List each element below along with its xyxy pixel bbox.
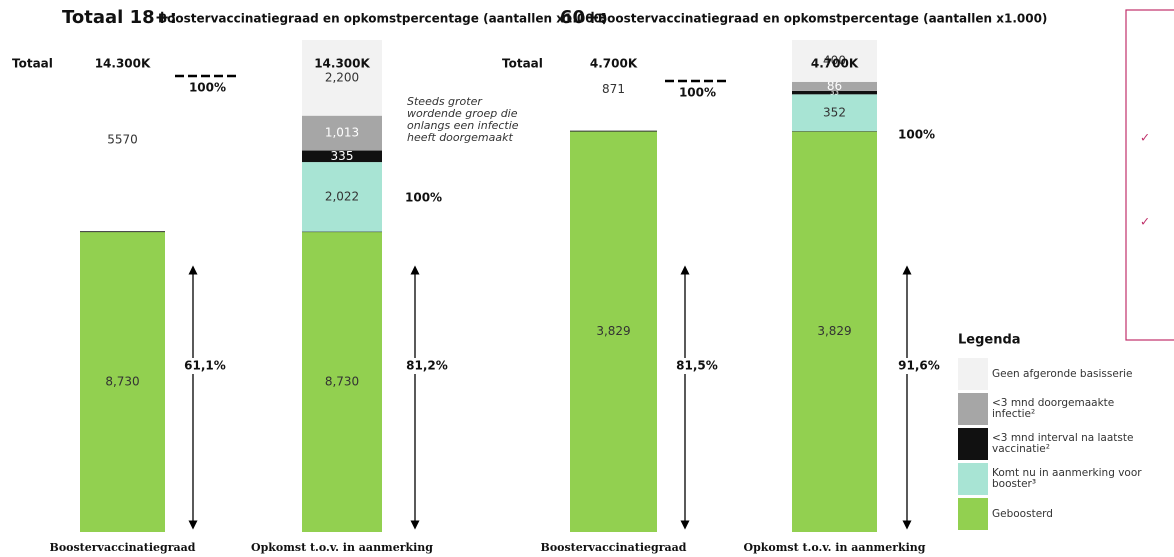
segment-label: 86 (827, 79, 842, 93)
bar-total: 4.700K (811, 57, 859, 71)
category-label: Boostervaccinatiegraad (50, 541, 196, 554)
legend-swatch (958, 428, 988, 460)
segment-label: 352 (823, 105, 846, 119)
bar-segment (792, 81, 877, 91)
legend-label: Geen afgeronde basisserie (992, 367, 1133, 380)
arrow-label-bg (671, 358, 723, 374)
legend-label: Komt nu in aanmerking voor booster³ (992, 467, 1142, 490)
legend-swatch (958, 463, 988, 495)
bar-segment (792, 40, 877, 82)
segment-label: 2,200 (325, 70, 359, 84)
legend-entry: Geen afgeronde basisserie (992, 367, 1133, 380)
legend-entry: <3 mnd doorgemaakte infectie² (992, 397, 1115, 420)
bar-segment (80, 231, 165, 532)
chart-title: 60+: (560, 7, 607, 28)
category-label: Boostervaccinatiegraad (541, 541, 687, 554)
bar-segment (570, 131, 657, 533)
legend-title: Legenda (958, 333, 1021, 348)
legend-label: <3 mnd interval na laatste vaccinatie² (992, 432, 1134, 455)
bar-reference-label: 100% (405, 191, 442, 205)
chart-title: Totaal 18+: (62, 7, 177, 28)
legend-label: Geboosterd (992, 507, 1053, 520)
chart-subtitle: Boostervaccinatiegraad en opkomstpercent… (598, 12, 1047, 26)
segment-label: 2,022 (325, 189, 359, 203)
legend-entry: <3 mnd interval na laatste vaccinatie² (992, 432, 1134, 455)
bar-segment (302, 162, 382, 232)
bar-segment (302, 40, 382, 116)
bar-segment (792, 131, 877, 533)
arrow-label-bg (179, 358, 231, 374)
bar-total: 14.300K (314, 57, 370, 71)
check-mark: ✓ (1140, 131, 1150, 145)
remainder-label: 5570 (107, 132, 138, 146)
segment-label: 400 (823, 53, 846, 67)
arrow-label-bg (401, 358, 453, 374)
arrow-label: 81,2% (406, 359, 448, 373)
chart-subtitle: Boostervaccinatiegraad en opkomstpercent… (158, 12, 607, 26)
segment-label: 8,730 (325, 374, 359, 388)
bar-segment (792, 90, 877, 95)
bar-reference-label: 100% (898, 128, 935, 142)
total-label: Totaal (12, 57, 53, 71)
annotation: wordende groep die (407, 107, 518, 120)
legend-swatch (958, 498, 988, 530)
segment-label: 3,829 (817, 324, 851, 338)
reference-label: 100% (189, 81, 226, 95)
bar-segment (302, 231, 382, 532)
bar-total: 4.700K (590, 57, 638, 71)
side-panel (1125, 9, 1174, 341)
remainder-label: 871 (602, 82, 625, 96)
bar-segment (302, 115, 382, 151)
segment-label: 33 (830, 89, 839, 97)
total-label: Totaal (502, 57, 543, 71)
legend-swatch (958, 393, 988, 425)
legend-entry: Geboosterd (992, 507, 1053, 520)
bar-segment (302, 150, 382, 163)
arrow-label: 91,6% (898, 359, 940, 373)
segment-label: 335 (331, 149, 354, 163)
check-mark: ✓ (1140, 215, 1150, 229)
arrow-label-bg (893, 358, 945, 374)
annotation: Steeds groter (407, 95, 483, 108)
category-label: Opkomst t.o.v. in aanmerking (251, 541, 433, 554)
legend-swatch (958, 358, 988, 390)
annotation: heeft doorgemaakt (407, 131, 513, 144)
reference-label: 100% (679, 86, 716, 100)
annotation: onlangs een infectie (407, 119, 519, 132)
legend-entry: Komt nu in aanmerking voor booster³ (992, 467, 1142, 490)
segment-label: 3,829 (596, 324, 630, 338)
segment-label: 1,013 (325, 126, 359, 140)
arrow-label: 61,1% (184, 359, 226, 373)
segment-label: 8,730 (105, 374, 139, 388)
legend-label: <3 mnd doorgemaakte infectie² (992, 397, 1115, 420)
arrow-label: 81,5% (676, 359, 718, 373)
category-label: Opkomst t.o.v. in aanmerking (744, 541, 926, 554)
bar-total: 14.300K (95, 57, 151, 71)
bar-segment (792, 94, 877, 132)
